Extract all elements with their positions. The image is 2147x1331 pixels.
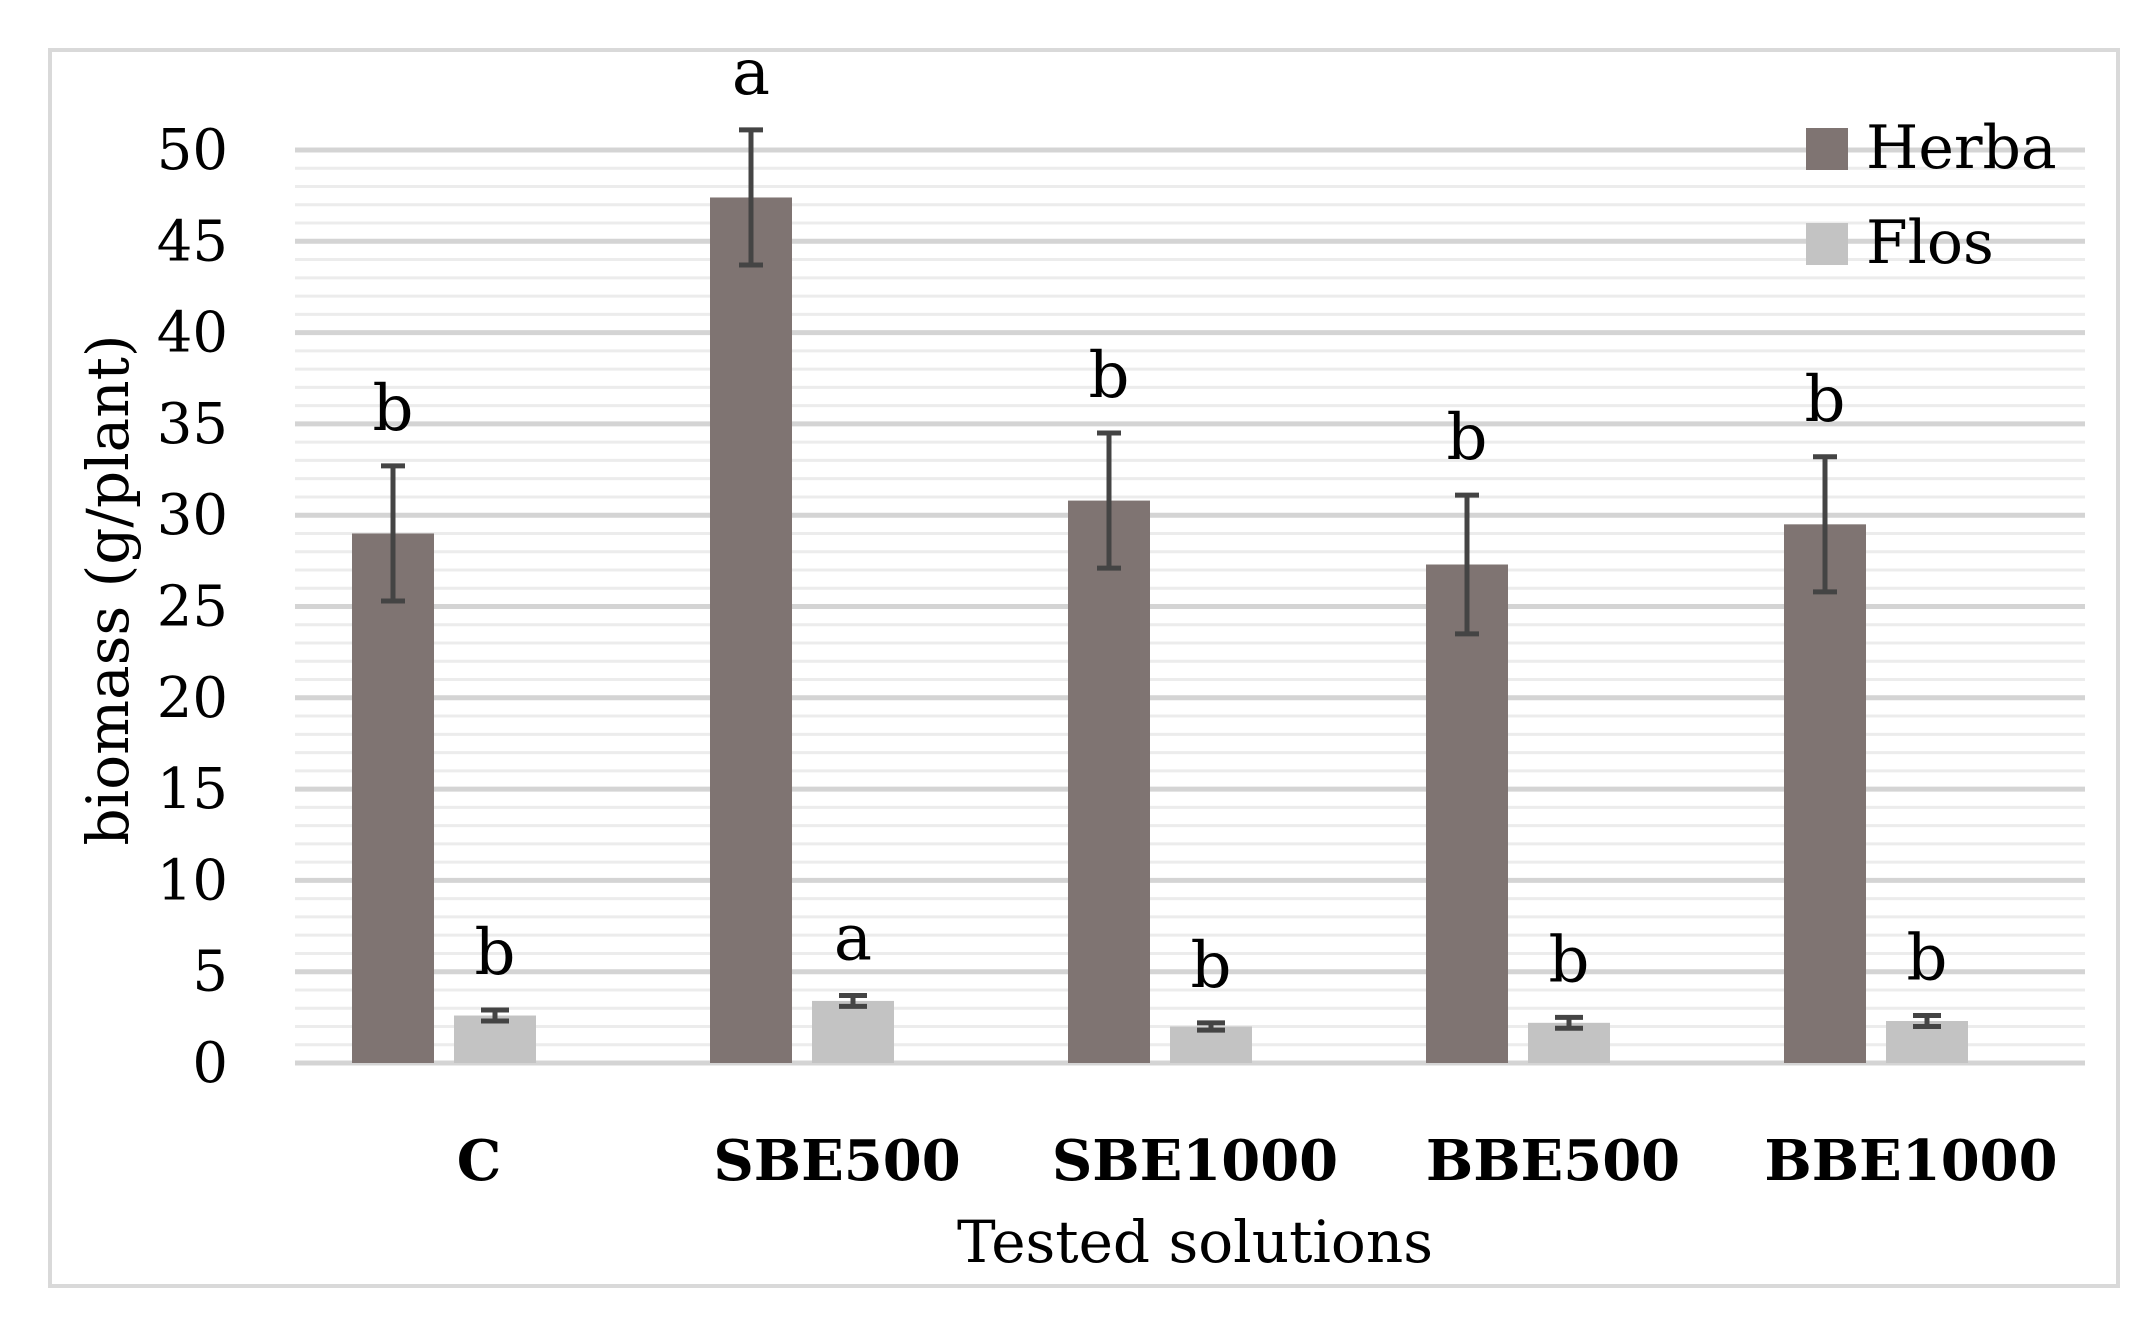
y-tick-label: 10 (157, 848, 228, 913)
legend-swatch-herba (1806, 128, 1848, 170)
x-axis-label: Tested solutions (957, 1208, 1433, 1276)
significance-letter: a (834, 901, 872, 975)
x-tick-label: SBE1000 (1052, 1128, 1338, 1194)
legend-label-flos: Flos (1866, 208, 1994, 278)
bars: b b a a b b b b b b (352, 36, 1968, 1063)
x-tick-label: SBE500 (713, 1128, 960, 1194)
y-tick-label: 50 (157, 118, 228, 183)
significance-letter: b (1907, 922, 1948, 996)
legend: Herba Flos (1806, 113, 2057, 278)
significance-letter: b (475, 916, 516, 990)
bar-herba-sbe1000 (1068, 500, 1150, 1063)
y-tick-label: 5 (192, 940, 228, 1005)
bar-flos-sbe500 (812, 1000, 894, 1063)
significance-letter: b (1805, 363, 1846, 437)
significance-letter: b (1549, 923, 1590, 997)
significance-letter: b (1447, 401, 1488, 475)
y-tick-label: 30 (157, 483, 228, 548)
legend-swatch-flos (1806, 223, 1848, 265)
legend-label-herba: Herba (1866, 113, 2057, 183)
y-axis-label: biomass (g/plant) (74, 335, 142, 846)
significance-letter: b (373, 372, 414, 446)
x-tick-label: BBE500 (1426, 1128, 1680, 1194)
bar-herba-bbe1000 (1784, 524, 1866, 1063)
y-tick-label: 45 (157, 209, 228, 274)
y-tick-label: 15 (157, 757, 228, 822)
y-tick-label: 20 (157, 666, 228, 731)
bar-herba-c (352, 533, 434, 1063)
y-tick-label: 35 (157, 392, 228, 457)
axis-ticks: 0 5 10 15 20 25 30 35 40 45 50 C SBE500 SBE1000 BBE500… (157, 118, 2058, 1194)
x-tick-label: C (457, 1128, 502, 1194)
x-tick-label: BBE1000 (1764, 1128, 2057, 1194)
significance-letter: b (1191, 929, 1232, 1003)
bar-herba-sbe500 (710, 197, 792, 1063)
significance-letter: a (732, 36, 770, 110)
y-tick-label: 40 (157, 301, 228, 366)
y-tick-label: 0 (192, 1031, 228, 1096)
y-tick-label: 25 (157, 575, 228, 640)
significance-letter: b (1089, 339, 1130, 413)
bar-herba-bbe500 (1426, 564, 1508, 1063)
